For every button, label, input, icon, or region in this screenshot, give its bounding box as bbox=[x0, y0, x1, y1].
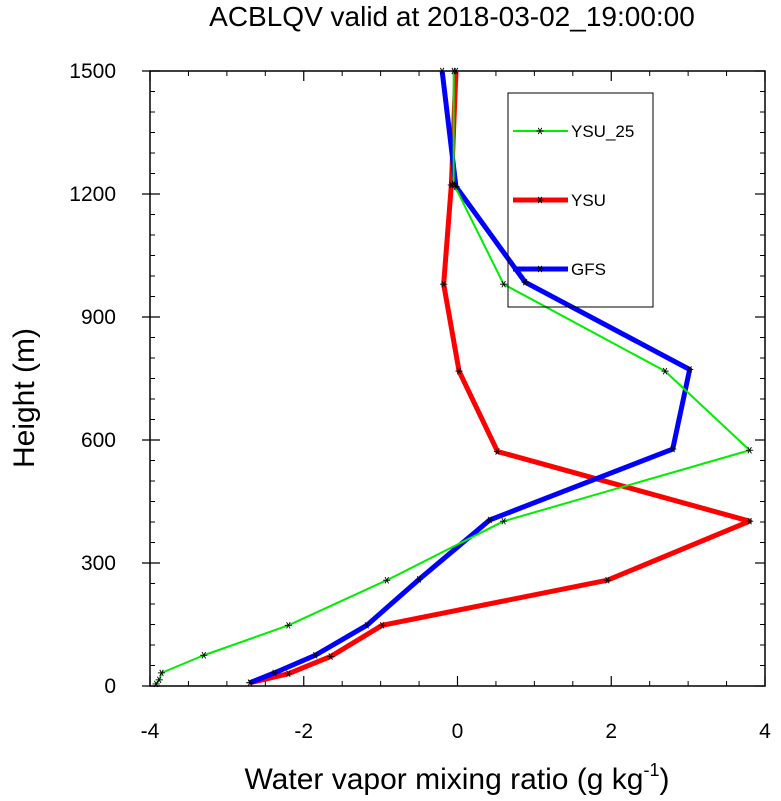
data-point-ysu-25 bbox=[157, 669, 166, 677]
data-point-gfs bbox=[452, 183, 460, 190]
data-point-ysu bbox=[493, 448, 502, 455]
y-tick-label: 600 bbox=[81, 429, 116, 452]
data-point-ysu bbox=[455, 367, 463, 375]
data-point-gfs bbox=[246, 679, 254, 687]
x-axis-title-close: ) bbox=[660, 763, 670, 796]
data-point-ysu bbox=[440, 280, 448, 288]
legend-box bbox=[507, 92, 654, 308]
data-point-ysu bbox=[378, 621, 386, 629]
x-axis-title-superscript: -1 bbox=[644, 760, 660, 780]
data-point-gfs bbox=[270, 669, 279, 677]
data-point-ysu-25 bbox=[500, 517, 508, 525]
data-point-ysu-25 bbox=[383, 576, 391, 584]
legend-label-ysu-25: YSU_25 bbox=[571, 122, 634, 141]
series-line-ysu bbox=[249, 70, 753, 686]
data-point-gfs bbox=[311, 651, 319, 659]
series-markers bbox=[152, 67, 754, 688]
legend-label-gfs: GFS bbox=[571, 260, 606, 279]
legend-label-ysu: YSU bbox=[571, 191, 606, 210]
data-point-ysu bbox=[284, 670, 292, 678]
data-point-ysu-25 bbox=[661, 367, 669, 375]
data-point-gfs bbox=[438, 67, 446, 75]
y-tick-label: 1200 bbox=[69, 183, 116, 206]
data-point-ysu bbox=[327, 653, 335, 660]
data-point-gfs bbox=[415, 576, 423, 583]
y-tick-label: 1500 bbox=[69, 60, 116, 83]
series-lines bbox=[155, 70, 753, 686]
legend-marker-ysu-25 bbox=[536, 127, 544, 135]
y-tick-label: 0 bbox=[104, 675, 116, 698]
x-tick-label: 0 bbox=[452, 720, 464, 743]
data-point-ysu-25 bbox=[500, 280, 508, 288]
data-point-ysu-25 bbox=[284, 621, 292, 629]
data-point-ysu-25 bbox=[450, 180, 458, 188]
y-tick-label: 900 bbox=[81, 306, 116, 329]
data-point-gfs bbox=[669, 445, 677, 453]
chart-title: ACBLQV valid at 2018-03-02_19:00:00 bbox=[209, 1, 695, 32]
series-line-gfs bbox=[249, 70, 693, 686]
data-point-gfs bbox=[363, 621, 371, 629]
axis-tick-labels: -4 -2 0 2 4 0 300 600 900 1200 1500 bbox=[69, 60, 771, 743]
x-axis-title: Water vapor mixing ratio (g kg-1) bbox=[244, 760, 669, 796]
y-axis-title: Height (m) bbox=[8, 328, 41, 468]
axis-ticks bbox=[142, 70, 766, 687]
x-axis-title-main: Water vapor mixing ratio (g kg bbox=[244, 763, 643, 796]
x-tick-label: 2 bbox=[605, 720, 617, 743]
legend-marker-gfs bbox=[536, 265, 544, 273]
data-point-gfs bbox=[521, 278, 529, 286]
y-tick-label: 300 bbox=[81, 552, 116, 575]
data-point-ysu-25 bbox=[152, 680, 160, 688]
data-point-ysu-25 bbox=[155, 676, 163, 684]
data-point-ysu bbox=[603, 576, 612, 584]
series-line-ysu-25 bbox=[155, 71, 751, 685]
x-tick-label: -4 bbox=[141, 720, 160, 743]
data-point-ysu bbox=[746, 517, 754, 525]
x-tick-label: 4 bbox=[759, 720, 771, 743]
legend-marker-ysu bbox=[536, 196, 544, 204]
data-point-ysu-25 bbox=[200, 651, 208, 659]
legend: YSU_25 YSU GFS bbox=[513, 122, 634, 279]
data-point-ysu-25 bbox=[746, 446, 754, 454]
data-point-gfs bbox=[686, 366, 694, 373]
data-point-ysu bbox=[452, 67, 460, 75]
data-point-gfs bbox=[486, 516, 494, 524]
x-tick-label: -2 bbox=[294, 720, 313, 743]
